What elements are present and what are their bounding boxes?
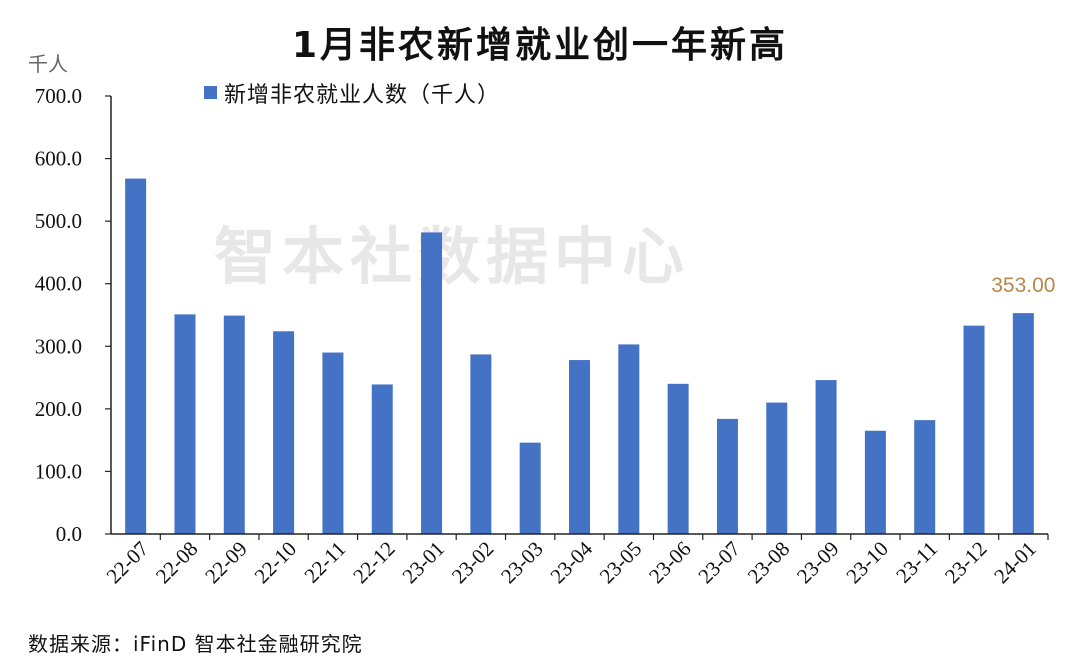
watermark: 智本社数据中心 — [214, 220, 690, 293]
x-tick-label: 23-11 — [891, 537, 942, 588]
y-tick-label: 600.0 — [35, 147, 82, 171]
bar-23-05 — [618, 344, 640, 534]
y-axis-unit: 千人 — [28, 52, 68, 76]
x-tick-label: 22-07 — [102, 537, 154, 589]
x-tick-label: 22-10 — [250, 537, 302, 589]
x-tick-label: 23-04 — [545, 536, 597, 588]
data-label: 353.00 — [991, 274, 1055, 297]
x-tick-label: 23-01 — [397, 537, 449, 589]
x-tick-label: 22-12 — [348, 537, 400, 589]
y-tick-label: 100.0 — [35, 459, 82, 483]
bar-22-08 — [174, 314, 196, 534]
y-tick-label: 200.0 — [35, 397, 82, 421]
x-axis: 22-0722-0822-0922-1022-1122-1223-0123-02… — [102, 534, 1049, 589]
x-tick-label: 22-08 — [151, 537, 203, 589]
bar-23-11 — [914, 420, 936, 534]
bar-23-02 — [470, 354, 492, 534]
bar-23-09 — [815, 380, 837, 534]
x-tick-label: 23-06 — [644, 537, 696, 589]
bar-23-10 — [864, 430, 886, 534]
x-tick-label: 23-10 — [841, 537, 893, 589]
bar-22-07 — [125, 178, 147, 534]
bar-22-09 — [223, 315, 245, 534]
x-tick-label: 24-01 — [989, 537, 1041, 589]
y-tick-label: 700.0 — [35, 84, 82, 108]
bar-23-08 — [766, 402, 788, 534]
bar-22-10 — [273, 331, 295, 534]
legend: 新增非农就业人数（千人） — [204, 83, 500, 108]
y-tick-label: 300.0 — [35, 334, 82, 358]
y-tick-label: 400.0 — [35, 272, 82, 296]
bar-23-06 — [667, 383, 689, 534]
bar-22-12 — [371, 384, 393, 534]
x-tick-label: 23-03 — [496, 537, 548, 589]
bar-23-04 — [569, 360, 590, 534]
x-tick-label: 22-11 — [299, 537, 350, 588]
x-tick-label: 23-02 — [447, 537, 499, 589]
x-tick-label: 22-09 — [200, 537, 252, 589]
x-tick-label: 23-05 — [595, 537, 647, 589]
x-tick-label: 23-12 — [940, 537, 992, 589]
bar-22-11 — [322, 352, 344, 534]
bar-23-07 — [716, 418, 738, 534]
bars: 353.00 — [125, 178, 1055, 535]
bar-23-12 — [963, 325, 985, 534]
source-note: 数据来源：iFinD 智本社金融研究院 — [28, 632, 363, 656]
chart-title: 1月非农新增就业创一年新高 — [292, 25, 788, 66]
bar-23-03 — [519, 442, 541, 534]
x-tick-label: 23-08 — [743, 537, 795, 589]
x-tick-label: 23-07 — [693, 537, 745, 589]
legend-swatch — [204, 86, 217, 99]
bar-24-01 — [1012, 313, 1034, 534]
y-tick-label: 500.0 — [35, 209, 82, 233]
y-axis: 0.0 100.0 200.0 300.0 400.0 500.0 600.0 700.0 — [35, 84, 111, 546]
x-tick-label: 23-09 — [792, 537, 844, 589]
legend-label: 新增非农就业人数（千人） — [224, 83, 500, 108]
y-tick-label: 0.0 — [56, 522, 82, 546]
bar-23-01 — [421, 232, 443, 535]
